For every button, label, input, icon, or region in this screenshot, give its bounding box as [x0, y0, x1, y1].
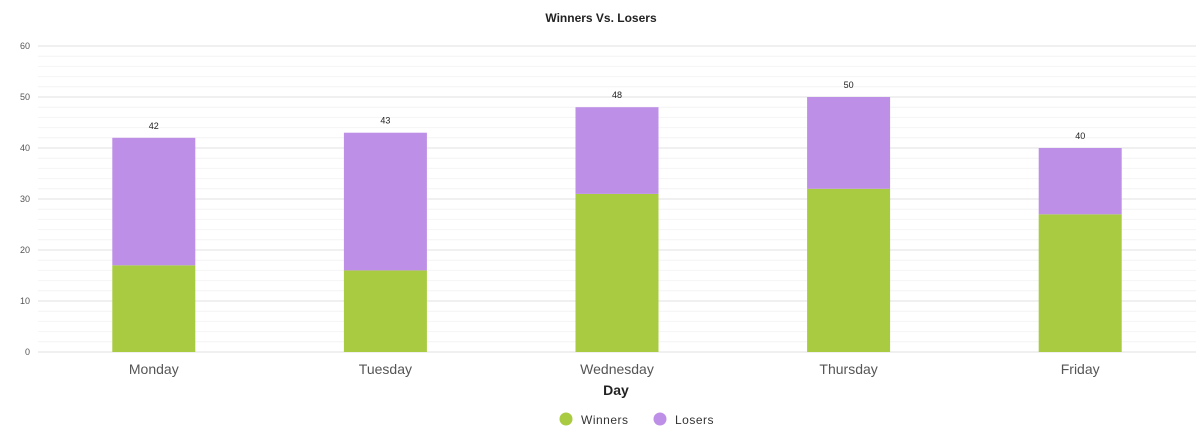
- bar-winners: [1038, 214, 1122, 352]
- bar-total-label: 40: [1075, 131, 1085, 141]
- bar-losers: [343, 132, 427, 271]
- bar-losers: [807, 97, 891, 189]
- legend-marker-winners: [559, 412, 573, 426]
- bar-total-label: 43: [380, 116, 390, 126]
- y-axis-ticks: 0 10 20 30 40 50 60: [20, 41, 30, 357]
- chart-title: Winners Vs. Losers: [545, 11, 657, 25]
- y-tick-label: 0: [25, 347, 30, 357]
- total-labels: 42 43 48 50 40: [149, 80, 1085, 141]
- y-tick-label: 20: [20, 245, 30, 255]
- bar-losers: [1038, 148, 1122, 215]
- bar-winners: [807, 188, 891, 352]
- legend-marker-losers: [653, 412, 667, 426]
- x-axis-ticks: Monday Tuesday Wednesday Thursday Friday: [129, 361, 1100, 377]
- bar-winners: [343, 270, 427, 352]
- bar-losers: [575, 107, 659, 194]
- x-tick-label: Friday: [1061, 361, 1100, 377]
- y-tick-label: 60: [20, 41, 30, 51]
- y-tick-label: 50: [20, 92, 30, 102]
- legend-label: Losers: [675, 413, 714, 427]
- x-axis-label: Day: [603, 382, 629, 398]
- bar-losers: [112, 137, 196, 266]
- bar-total-label: 50: [844, 80, 854, 90]
- x-tick-label: Monday: [129, 361, 179, 377]
- y-tick-label: 40: [20, 143, 30, 153]
- legend: Winners Losers: [559, 412, 714, 427]
- legend-label: Winners: [581, 413, 629, 427]
- bar-winners: [575, 193, 659, 352]
- x-tick-label: Tuesday: [359, 361, 412, 377]
- x-tick-label: Thursday: [819, 361, 877, 377]
- y-tick-label: 10: [20, 296, 30, 306]
- bars: [112, 97, 1122, 352]
- x-tick-label: Wednesday: [580, 361, 654, 377]
- y-tick-label: 30: [20, 194, 30, 204]
- bar-winners: [112, 265, 196, 352]
- bar-total-label: 42: [149, 121, 159, 131]
- bar-total-label: 48: [612, 90, 622, 100]
